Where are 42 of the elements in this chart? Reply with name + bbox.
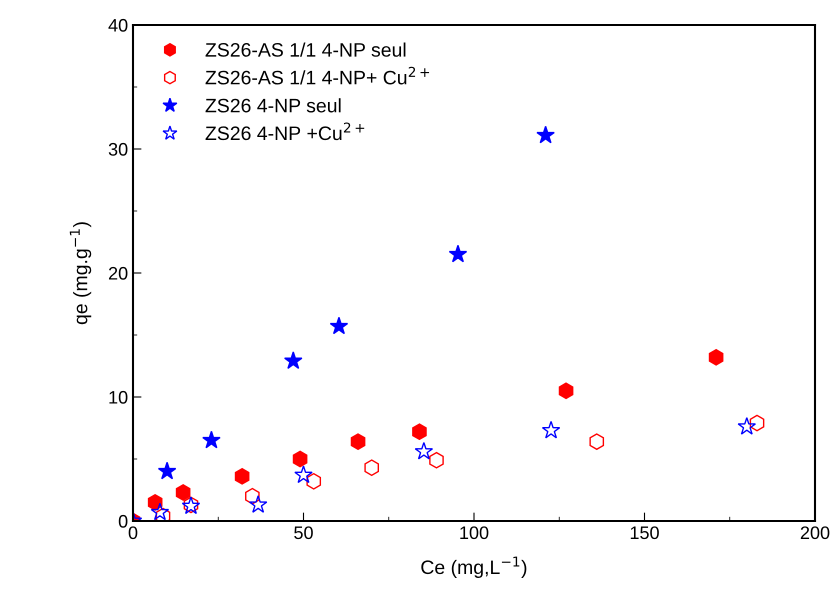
y-tick-label: 40	[108, 18, 128, 32]
point	[330, 316, 348, 334]
y-tick-label: 10	[109, 390, 128, 404]
point	[364, 459, 380, 476]
x-tick-label: 50	[294, 526, 313, 540]
legend-label: ZS26-AS 1/1 4-NP seul	[206, 42, 406, 57]
point	[306, 472, 322, 490]
point	[234, 468, 250, 485]
point	[176, 484, 190, 501]
point	[148, 494, 162, 511]
point	[708, 348, 724, 366]
legend-label: ZS26-AS 1/1 4-NP+ Cu$^{2+}$	[206, 66, 430, 84]
legend-label: ZS26 4-NP seul	[206, 98, 341, 112]
point	[589, 433, 604, 450]
point	[294, 465, 313, 484]
point	[292, 450, 308, 468]
point	[414, 442, 434, 460]
y-tick-label: 0	[118, 514, 128, 528]
y-tick-label: 20	[108, 266, 128, 280]
point	[750, 414, 764, 432]
point	[738, 417, 756, 435]
point	[150, 502, 170, 520]
x-tick-label: 150	[630, 526, 659, 540]
point	[429, 452, 444, 469]
point	[350, 433, 366, 450]
point	[245, 488, 260, 505]
x-axis-title: Ce (mg,L$^{−1}$)	[421, 556, 526, 578]
point	[536, 126, 555, 144]
point	[248, 495, 268, 513]
legend-label: ZS26 4-NP +Cu$^{2+}$	[206, 122, 364, 140]
point	[448, 244, 468, 262]
point	[284, 351, 303, 370]
point	[202, 430, 221, 448]
x-tick-label: 200	[800, 526, 830, 540]
point	[542, 420, 560, 438]
y-tick-label: 30	[108, 142, 128, 156]
x-tick-label: 0	[128, 526, 138, 540]
point	[558, 382, 574, 400]
point	[158, 462, 176, 480]
point	[412, 423, 427, 440]
y-axis-title: qe (mg.g$^{−1}$)	[70, 222, 92, 324]
x-tick-label: 100	[460, 526, 488, 540]
